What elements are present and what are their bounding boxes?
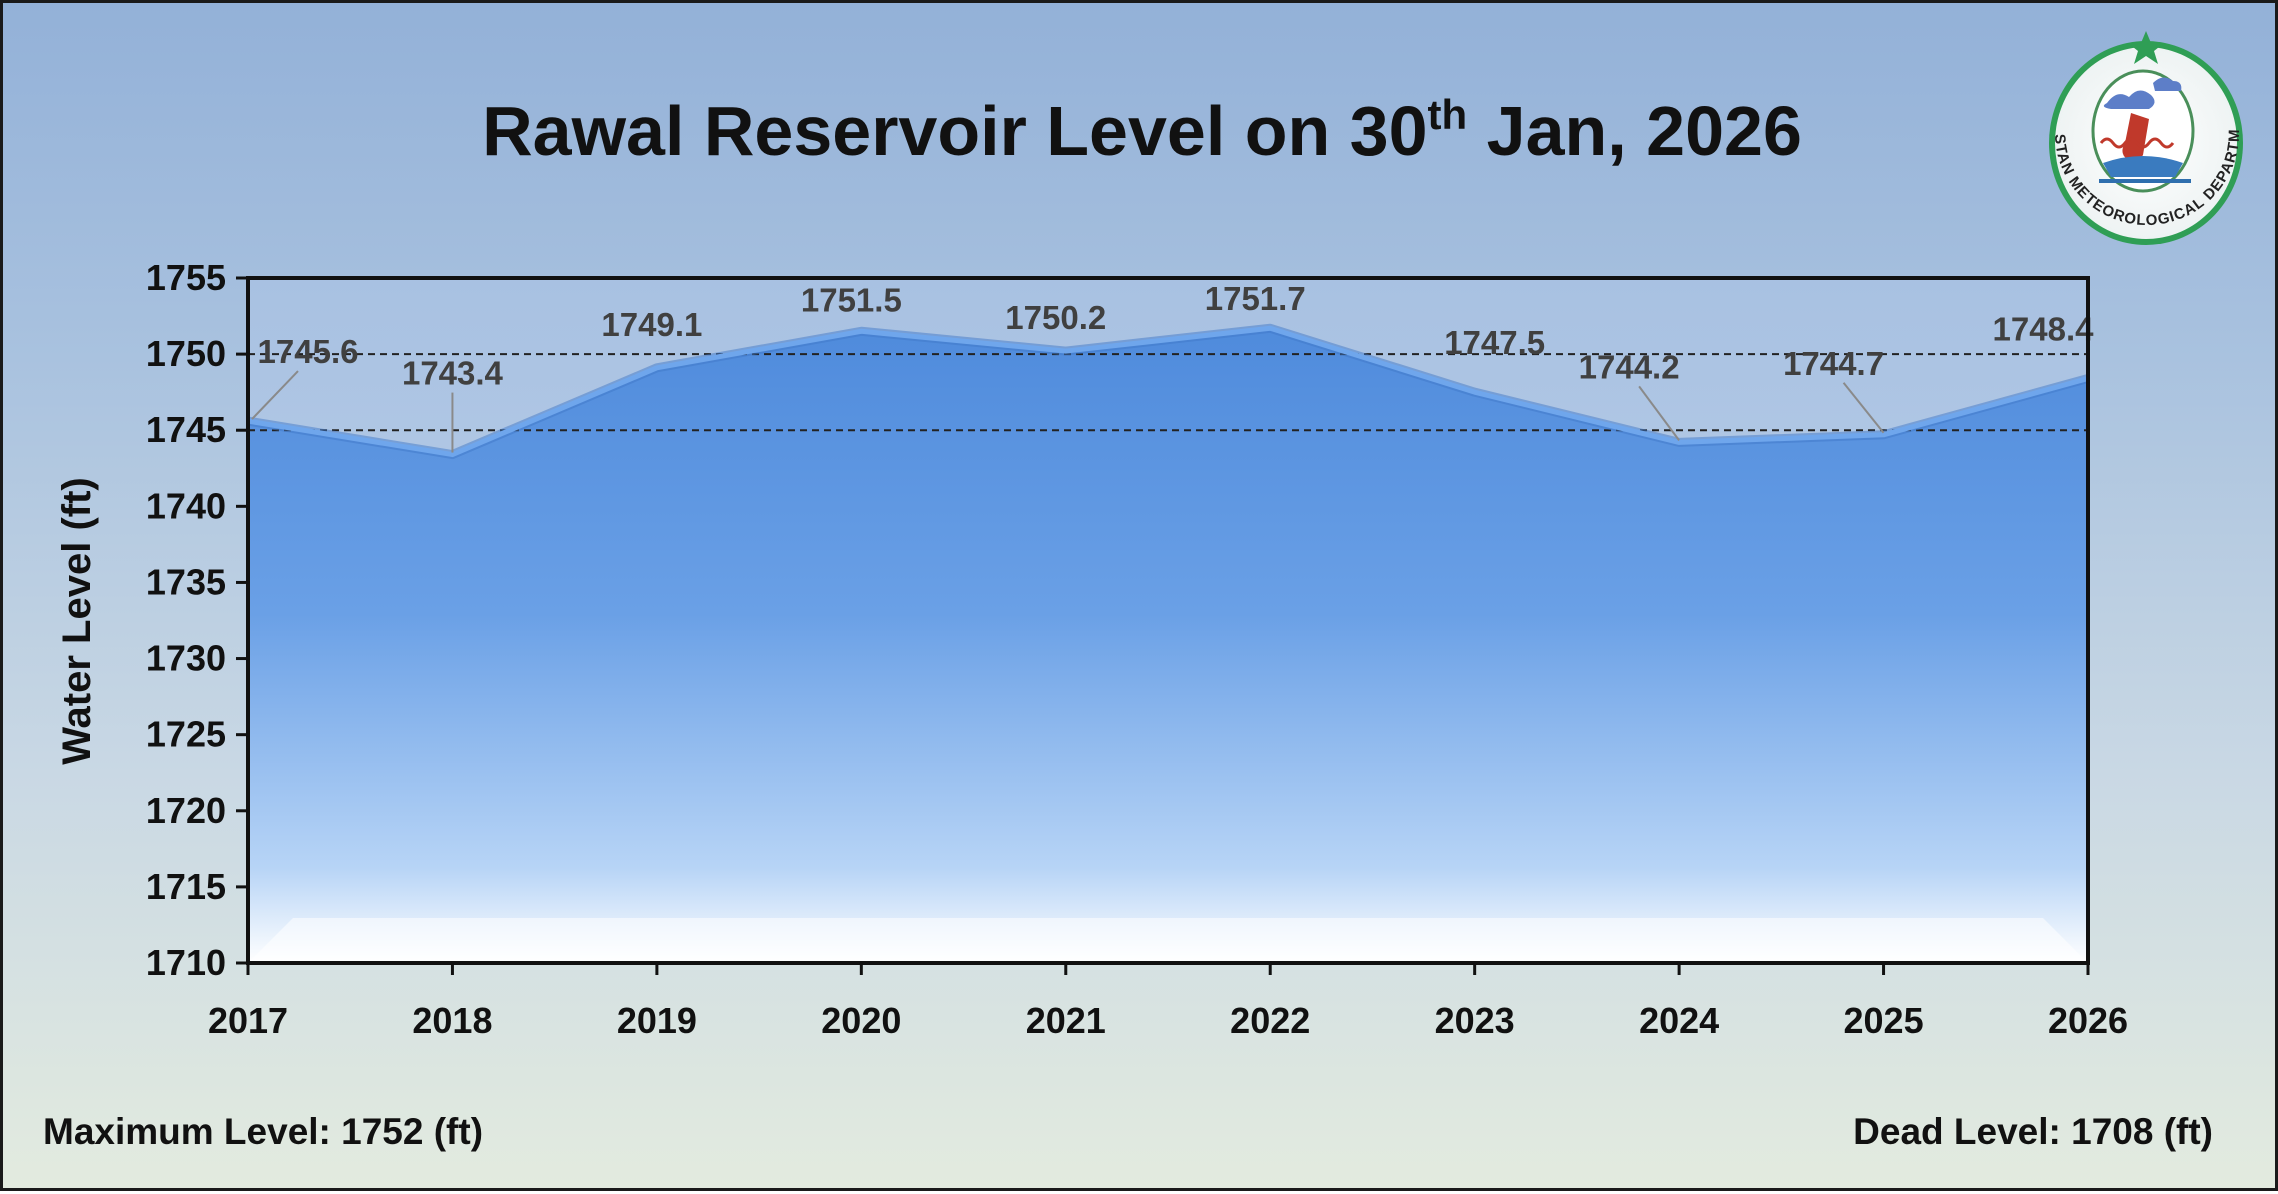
x-tick-label: 2025 [1844, 1000, 1924, 1041]
plot-border [246, 276, 2090, 965]
chart-svg: Rawal Reservoir Level on 30th Jan, 2026 … [3, 3, 2243, 1041]
series-line-layer [247, 323, 2090, 460]
x-tick-label: 2024 [1639, 1000, 1719, 1041]
dead-level-note: Dead Level: 1708 (ft) [1853, 1111, 2213, 1152]
leader-lines [251, 370, 1885, 453]
y-tick-label: 1725 [146, 714, 226, 755]
area-layer [248, 328, 2088, 963]
y-tick-label: 1715 [146, 866, 226, 907]
data-label: 1748.4 [1993, 310, 2095, 347]
x-tick-label: 2022 [1230, 1000, 1310, 1041]
area-floor [248, 918, 2088, 963]
y-tick-label: 1735 [146, 561, 226, 602]
chart-title: Rawal Reservoir Level on 30th Jan, 2026 [482, 91, 1802, 170]
data-label: 1751.5 [801, 281, 902, 318]
data-label: 1744.7 [1783, 345, 1884, 382]
data-label: 1747.5 [1444, 324, 1545, 361]
x-tick-label: 2023 [1435, 1000, 1515, 1041]
data-label: 1743.4 [402, 355, 504, 392]
y-tick-label: 1750 [146, 333, 226, 374]
y-tick-label: 1730 [146, 638, 226, 679]
x-tick-label: 2018 [412, 1000, 492, 1041]
series-line [247, 325, 2089, 458]
data-label: 1744.2 [1579, 348, 1680, 385]
leader-line [1842, 382, 1885, 434]
y-tick-label: 1710 [146, 942, 226, 983]
x-tick-label: 2020 [821, 1000, 901, 1041]
data-label: 1749.1 [601, 306, 702, 343]
data-label: 1750.2 [1005, 299, 1106, 336]
y-tick-label: 1720 [146, 790, 226, 831]
y-tick-label: 1745 [146, 409, 226, 450]
leader-line [251, 370, 299, 420]
y-axis-ticks: 1710 1715 1720 1725 1730 1735 1740 1745 1750 1755 [146, 257, 248, 983]
reference-lines [248, 353, 2088, 432]
y-axis-label: Water Level (ft) [55, 477, 99, 764]
y-tick-label: 1755 [146, 257, 226, 298]
y-tick-label: 1740 [146, 485, 226, 526]
leader-line [1638, 385, 1680, 441]
data-label: 1751.7 [1205, 280, 1306, 317]
x-tick-label: 2026 [2048, 1000, 2128, 1041]
x-tick-label: 2019 [617, 1000, 697, 1041]
x-tick-label: 2017 [208, 1000, 288, 1041]
data-labels: 1745.6 1743.4 1749.1 1751.5 1750.2 1751.7 1747… [258, 280, 2095, 391]
data-label: 1745.6 [258, 333, 359, 370]
x-tick-label: 2021 [1026, 1000, 1106, 1041]
x-axis-ticks: 2017 2018 2019 2020 2021 2022 2023 2024 2025 2026 [208, 963, 2128, 1041]
max-level-note: Maximum Level: 1752 (ft) [43, 1111, 484, 1152]
water-level-area [248, 328, 2088, 963]
